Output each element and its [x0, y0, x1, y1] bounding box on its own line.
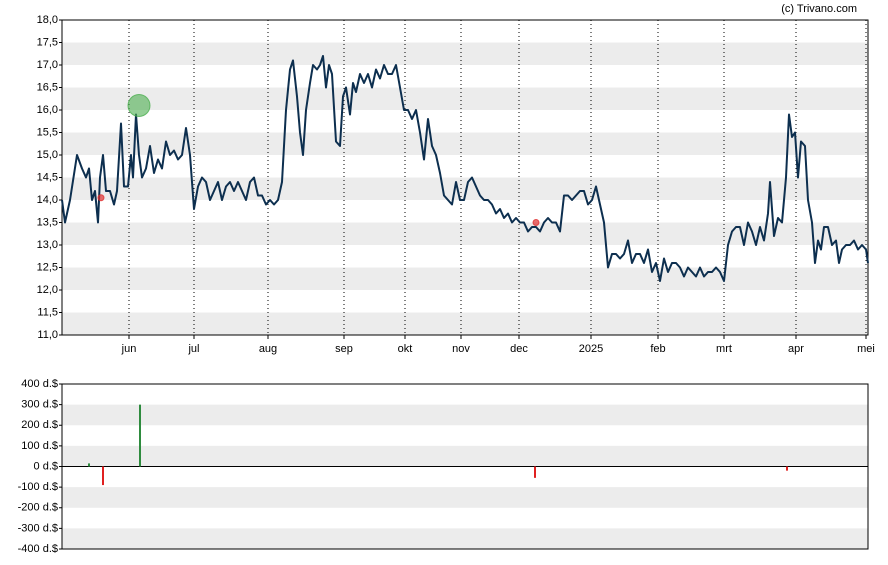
- y-tick-label: 11,0: [37, 329, 58, 341]
- grid-band: [62, 132, 868, 155]
- y-tick-label: 17,0: [37, 59, 58, 71]
- y-tick-label: 14,0: [37, 194, 58, 206]
- bar: [139, 404, 141, 467]
- y-tick-label: 0 d.$: [34, 460, 58, 472]
- bar: [88, 463, 90, 467]
- y-tick-label: 300 d.$: [21, 399, 58, 411]
- y-tick-label: -100 d.$: [18, 481, 58, 493]
- y-tick-label: 13,0: [37, 239, 58, 251]
- plot-frame: [61, 19, 869, 336]
- x-tick-label: sep: [335, 343, 353, 355]
- y-tick-label: 12,5: [37, 261, 58, 273]
- y-tick-label: 11,5: [37, 306, 58, 318]
- trade-marker: [532, 219, 540, 226]
- grid-band: [62, 404, 868, 426]
- grid-band: [62, 42, 868, 65]
- grid-band: [62, 445, 868, 467]
- x-tick-label: feb: [650, 343, 665, 355]
- y-tick-label: 13,5: [37, 216, 58, 228]
- y-tick-label: 16,5: [37, 81, 58, 93]
- y-tick-label: 14,5: [37, 171, 58, 183]
- x-tick-label: jul: [187, 343, 199, 355]
- x-tick-label: apr: [788, 343, 804, 355]
- y-tick-label: 15,5: [37, 126, 58, 138]
- x-tick-label: dec: [510, 343, 528, 355]
- y-tick-label: 12,0: [37, 284, 58, 296]
- y-tick-label: 15,0: [37, 149, 58, 161]
- trade-marker: [97, 194, 105, 202]
- bar: [102, 466, 104, 486]
- x-tick-label: nov: [452, 343, 470, 355]
- x-tick-label: 2025: [579, 343, 603, 355]
- x-tick-label: aug: [259, 343, 277, 355]
- grid-band: [62, 177, 868, 200]
- y-tick-label: 100 d.$: [21, 440, 58, 452]
- y-tick-label: -400 d.$: [18, 543, 58, 555]
- bar: [534, 466, 536, 478]
- y-tick-label: -300 d.$: [18, 522, 58, 534]
- y-tick-label: -200 d.$: [18, 502, 58, 514]
- grid-band: [62, 528, 868, 549]
- y-tick-label: 200 d.$: [21, 419, 58, 431]
- x-tick-label: mei: [857, 343, 875, 355]
- y-tick-label: 17,5: [37, 36, 58, 48]
- grid-band: [62, 312, 868, 335]
- price-line: [61, 55, 869, 282]
- y-tick-label: 18,0: [37, 14, 58, 26]
- credit: (c) Trivano.com: [781, 3, 857, 15]
- grid-band: [62, 87, 868, 110]
- y-tick-label: 16,0: [37, 104, 58, 116]
- y-tick-label: 400 d.$: [21, 378, 58, 390]
- grid-band: [62, 222, 868, 245]
- x-tick-label: jun: [121, 343, 137, 355]
- grid-band: [62, 487, 868, 508]
- trade-marker: [127, 94, 151, 117]
- x-tick-label: okt: [398, 343, 413, 355]
- grid-band: [62, 267, 868, 290]
- x-tick-label: mrt: [716, 343, 732, 355]
- bar: [786, 466, 788, 471]
